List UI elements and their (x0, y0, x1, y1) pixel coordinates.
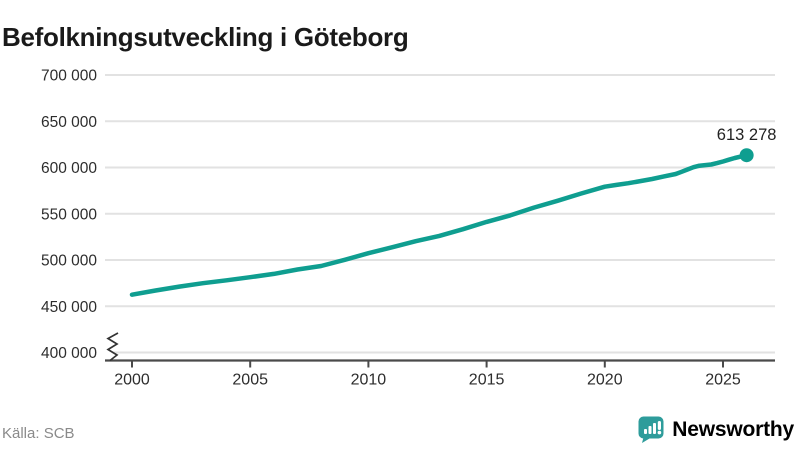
exclamation-dot (657, 430, 662, 435)
exclamation-bar (658, 421, 662, 430)
x-tick-label: 2010 (351, 372, 387, 389)
bar-1 (644, 429, 648, 434)
newsworthy-wordmark: Newsworthy (672, 417, 794, 441)
source-note: Källa: SCB (2, 425, 75, 442)
last-value-annotation: 613 278 (717, 126, 777, 144)
newsworthy-logo[interactable]: Newsworthy (637, 415, 794, 444)
x-tick-label: 2015 (469, 372, 505, 389)
x-tick-label: 2005 (232, 372, 268, 389)
y-tick-label: 650 000 (41, 114, 97, 131)
x-tick-label: 2025 (705, 372, 741, 389)
y-tick-label: 600 000 (41, 160, 97, 177)
last-point-dot (739, 148, 754, 163)
x-tick-label: 2020 (587, 372, 623, 389)
population-line (129, 152, 749, 297)
y-tick-label: 700 000 (41, 68, 97, 85)
y-tick-label: 450 000 (41, 299, 97, 316)
y-tick-label: 550 000 (41, 206, 97, 223)
x-tick-label: 2000 (114, 372, 150, 389)
bar-2 (648, 426, 652, 434)
y-tick-label: 400 000 (41, 345, 97, 362)
y-tick-label: 500 000 (41, 253, 97, 270)
newsworthy-bubble-icon (638, 416, 664, 443)
axis-break-squiggle (106, 332, 119, 362)
page-title: Befolkningsutveckling i Göteborg (2, 22, 409, 53)
bar-3 (653, 423, 657, 434)
